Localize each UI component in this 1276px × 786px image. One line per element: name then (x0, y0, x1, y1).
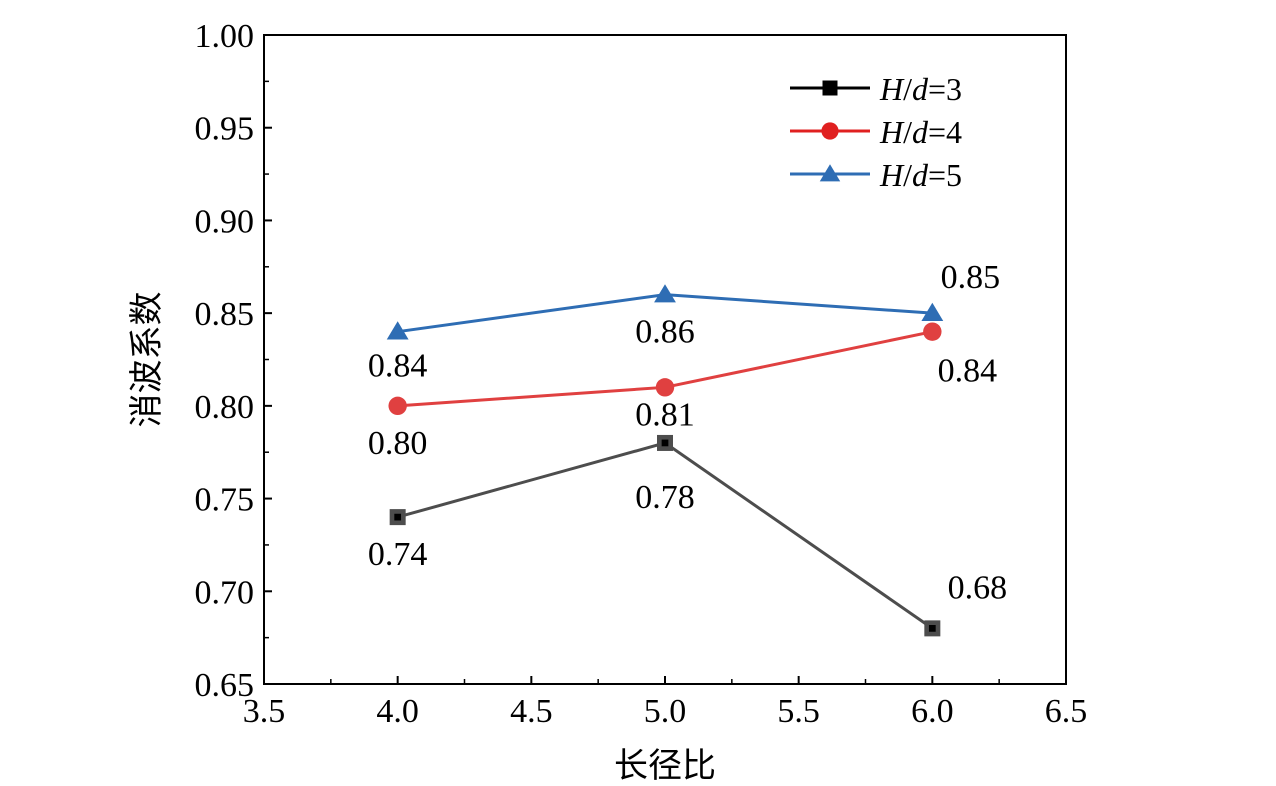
legend-label-var-d: d (912, 157, 929, 193)
y-axis: 0.65 0.70 0.75 0.80 0.85 0.90 0.95 1.00 (195, 18, 272, 704)
legend-label-value: =3 (928, 71, 962, 107)
data-label: 0.80 (368, 425, 428, 462)
legend-item: H/d=3 (790, 71, 962, 107)
data-point-circle (923, 322, 942, 341)
y-tick-label: 0.85 (195, 296, 255, 333)
data-label: 0.86 (635, 314, 695, 351)
legend-label: H/d=5 (879, 157, 962, 193)
x-axis-title: 长径比 (614, 747, 716, 785)
legend-label-var-h: H (879, 114, 905, 150)
data-point-triangle (921, 302, 944, 321)
x-tick-label: 4.0 (376, 693, 419, 730)
legend-marker-circle (821, 122, 839, 140)
data-label: 0.84 (368, 348, 428, 385)
y-tick-label: 0.95 (195, 111, 255, 148)
data-point-triangle (386, 321, 409, 340)
legend-label-slash: / (903, 114, 912, 150)
data-point-square-core (394, 513, 402, 521)
y-tick-label: 0.80 (195, 389, 255, 426)
series-line-0 (397, 441, 934, 630)
data-point-square-core (928, 625, 936, 632)
data-point-circle (655, 378, 675, 397)
x-tick-label: 5.5 (777, 693, 820, 730)
legend-label: H/d=4 (879, 114, 962, 150)
data-point-circle (388, 396, 407, 416)
x-tick-label: 6.0 (911, 693, 954, 730)
legend-label-value: =5 (928, 157, 962, 193)
legend-label-var-d: d (912, 114, 929, 150)
x-tick-label: 3.5 (243, 693, 286, 730)
legend-label: H/d=3 (879, 71, 962, 107)
legend-label-var-h: H (879, 71, 905, 107)
legend-label-var-d: d (912, 71, 929, 107)
legend-label-slash: / (903, 157, 912, 193)
legend: H/d=3H/d=4H/d=5 (790, 71, 962, 193)
data-label: 0.74 (368, 536, 428, 573)
legend-label-var-h: H (879, 157, 905, 193)
legend-label-value: =4 (928, 114, 962, 150)
data-label: 0.68 (948, 569, 1008, 606)
y-tick-label: 0.65 (195, 667, 255, 704)
x-tick-label: 6.5 (1045, 693, 1088, 730)
data-label: 0.85 (941, 259, 1001, 296)
y-tick-label: 0.90 (195, 203, 255, 240)
legend-marker-square-core (826, 84, 834, 92)
y-tick-label: 0.70 (195, 574, 255, 611)
legend-label-slash: / (903, 71, 912, 107)
x-tick-label: 4.5 (510, 693, 553, 730)
legend-item: H/d=5 (790, 157, 962, 193)
data-point-triangle (654, 284, 676, 303)
data-label: 0.78 (635, 479, 695, 516)
data-label: 0.84 (938, 353, 998, 390)
data-point-square-core (661, 439, 669, 447)
legend-marker-triangle (819, 164, 841, 182)
x-axis: 3.5 4.0 4.5 5.0 5.5 6.0 6.5 (243, 676, 1088, 730)
data-labels: 0.74 0.78 0.68 0.80 0.81 0.84 0.84 0.86 0.85 (368, 259, 1007, 606)
data-label: 0.81 (635, 396, 695, 433)
y-tick-label: 1.00 (195, 18, 255, 55)
y-tick-label: 0.75 (195, 482, 255, 519)
y-axis-title: 消波系数 (128, 292, 166, 428)
x-tick-label: 5.0 (644, 693, 687, 730)
series-markers (386, 284, 944, 637)
legend-item: H/d=4 (790, 114, 962, 150)
